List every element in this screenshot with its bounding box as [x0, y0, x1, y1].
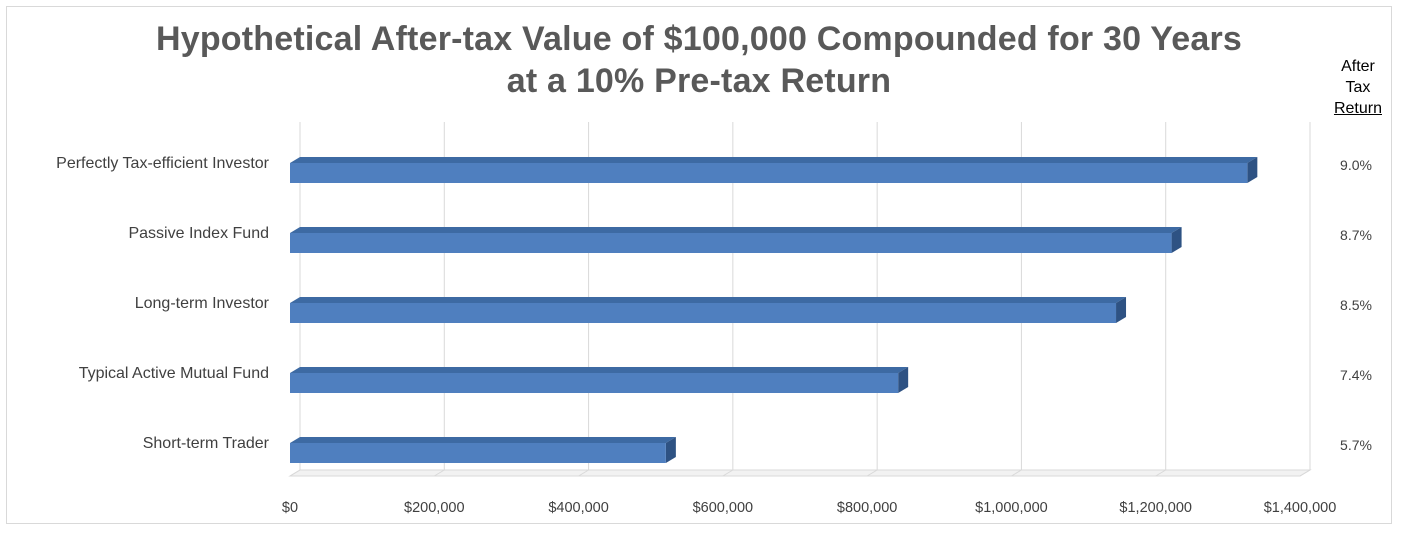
bar [290, 163, 1248, 183]
chart-title-line2: at a 10% Pre-tax Return [506, 62, 892, 100]
bar [290, 303, 1117, 323]
category-label: Perfectly Tax-efficient Investor [56, 155, 270, 172]
bar-end-face [1116, 297, 1127, 323]
x-tick-label: $800,000 [837, 500, 897, 516]
category-label: Typical Active Mutual Fund [79, 365, 269, 382]
x-tick-label: $1,200,000 [1119, 500, 1192, 516]
gridline-floor [434, 469, 445, 477]
gridline-floor [722, 469, 734, 477]
after-tax-return-value: 7.4% [1340, 367, 1372, 383]
category-label: Passive Index Fund [128, 225, 269, 242]
gridline-floor [1299, 469, 1311, 477]
gridline-floor [578, 469, 589, 477]
after-tax-return-header: After Tax Return [1334, 56, 1382, 119]
after-tax-return-value: 8.7% [1340, 227, 1372, 243]
bar [290, 373, 899, 393]
x-tick-label: $200,000 [404, 500, 464, 516]
category-label: Long-term Investor [135, 295, 270, 312]
bar-top-face [290, 227, 1182, 233]
bar-top-face [290, 437, 676, 443]
after-tax-return-header-line1: After [1341, 58, 1375, 75]
x-tick-label: $1,000,000 [975, 500, 1048, 516]
bar-end-face [665, 437, 676, 463]
bar-end-face [898, 367, 909, 393]
category-label: Short-term Trader [143, 435, 270, 452]
x-tick-label: $400,000 [548, 500, 608, 516]
chart-title: Hypothetical After-tax Value of $100,000… [0, 18, 1398, 102]
after-tax-return-value: 9.0% [1340, 157, 1372, 173]
bar-top-face [290, 157, 1258, 163]
after-tax-return-value: 5.7% [1340, 437, 1372, 453]
bar-end-face [1247, 157, 1258, 183]
bar [290, 443, 666, 463]
gridline-floor [289, 469, 301, 477]
chart-title-line1: Hypothetical After-tax Value of $100,000… [155, 20, 1243, 58]
after-tax-return-value: 8.5% [1340, 297, 1372, 313]
gridline-floor [1155, 469, 1166, 477]
bar [290, 233, 1172, 253]
x-tick-label: $600,000 [693, 500, 753, 516]
bar-top-face [290, 297, 1127, 303]
gridline-floor [866, 469, 878, 477]
chart-frame [6, 6, 1392, 524]
x-tick-label: $1,400,000 [1264, 500, 1337, 516]
bar-end-face [1171, 227, 1182, 253]
bar-top-face [290, 367, 909, 373]
after-tax-return-header-line2: Tax [1345, 79, 1371, 96]
x-tick-label: $0 [282, 500, 298, 516]
after-tax-return-header-line3: Return [1333, 100, 1382, 117]
gridline-floor [1011, 469, 1022, 477]
